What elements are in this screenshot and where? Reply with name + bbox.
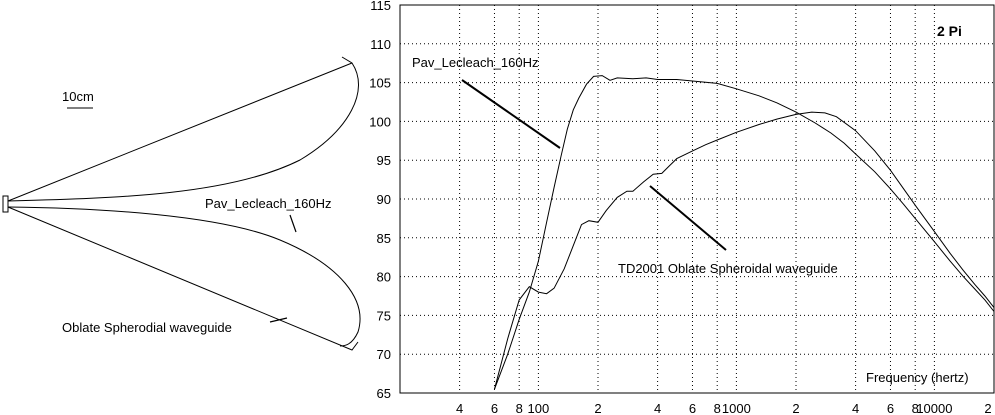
y-tick-label: 115 [370,0,391,13]
y-tick-label: 110 [370,37,391,52]
y-tick-label: 100 [369,114,391,129]
pav-lobe-upper [7,56,359,202]
td2001-curve-label: TD2001 Oblate Spheroidal waveguide [618,261,838,276]
y-tick-labels: 65 70 75 80 85 90 95 100 105 110 115 [369,0,391,401]
x-tick-label: 4 [654,401,661,415]
oblate-lobe-lower [7,206,361,347]
y-tick-label: 75 [377,308,391,323]
plot-frame [399,4,995,394]
polar-diagram: 10cm Pav_Lecleach_160Hz Oblate Spherodia… [2,56,361,351]
x-tick-label: 10000 [916,401,952,415]
y-tick-label: 95 [377,153,391,168]
x-tick-label: 8 [912,401,919,415]
x-tick-label: 2 [594,401,601,415]
pav-lobe-label: Pav_Lecleach_160Hz [205,196,331,211]
pav-curve-label: Pav_Lecleach_160Hz [412,55,538,70]
grid [400,5,994,393]
y-tick-label: 85 [377,231,391,246]
y-tick-label: 90 [377,192,391,207]
y-tick-label: 105 [369,76,391,91]
y-tick-label: 70 [377,347,391,362]
x-tick-label: 6 [689,401,696,415]
x-tick-label: 2 [984,401,991,415]
pav-curve-leader [461,79,561,149]
lower-axis-line [7,206,359,351]
x-tick-label: 4 [852,401,859,415]
series-line-pav-lecleach [494,75,995,390]
chart-title: 2 Pi [937,23,962,39]
y-tick-label: 80 [377,270,391,285]
y-tick-label: 65 [377,386,391,401]
scale-label: 10cm [62,89,94,104]
x-tick-label: 6 [491,401,498,415]
oblate-leader [269,317,288,323]
series-line-td2001-oblate [494,111,995,390]
td2001-curve-leader [649,185,727,251]
x-tick-label: 8 [714,401,721,415]
x-tick-label: 100 [528,401,550,415]
x-axis-label: Frequency (hertz) [866,370,969,385]
x-tick-label: 4 [456,401,463,415]
driver-block [2,195,9,213]
x-tick-label: 8 [516,401,523,415]
upper-axis-line [7,62,353,202]
series-layer [494,75,995,390]
x-tick-label: 1000 [722,401,751,415]
x-tick-label: 6 [887,401,894,415]
oblate-lobe-label: Oblate Spherodial waveguide [62,320,232,335]
x-tick-label: 2 [792,401,799,415]
pav-leader [289,214,297,233]
